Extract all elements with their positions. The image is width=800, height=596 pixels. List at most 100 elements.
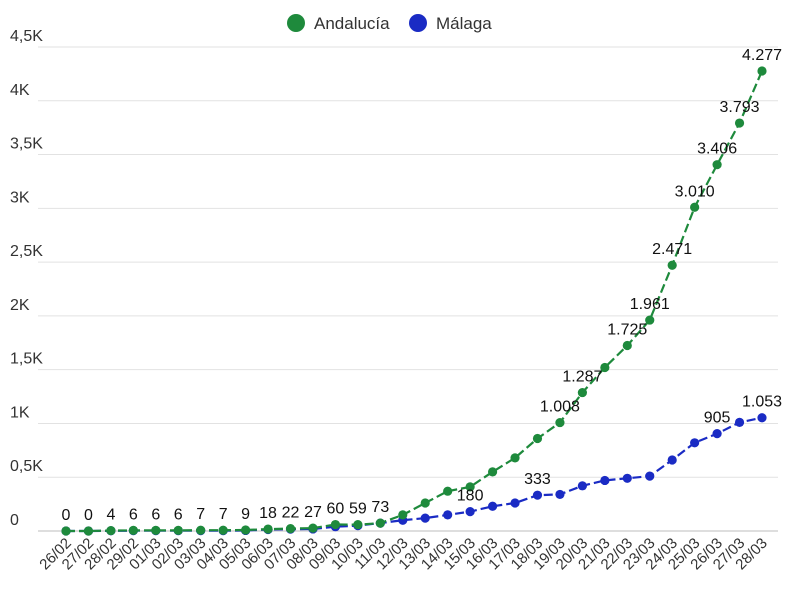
data-point [532, 490, 543, 500]
data-point [128, 525, 138, 535]
data-point [420, 498, 430, 508]
data-label: 7 [196, 506, 205, 523]
x-axis-tick-labels: 26/0227/0228/0229/0201/0302/0303/0304/03… [36, 535, 771, 574]
series-line [66, 416, 763, 533]
data-label: 3.406 [697, 141, 737, 158]
data-point [106, 525, 116, 536]
y-tick-label: 4,5K [10, 28, 43, 45]
y-tick-label: 2,5K [10, 243, 43, 260]
series-line [66, 70, 764, 533]
data-label: 6 [174, 506, 183, 523]
data-label: 3.010 [675, 183, 715, 200]
gridlines [38, 46, 778, 532]
y-tick-label: 2K [10, 297, 30, 314]
series-1 [61, 413, 767, 536]
y-tick-label: 0 [10, 512, 19, 529]
data-label: 6 [151, 506, 160, 523]
data-label: 4 [106, 507, 115, 524]
data-label: 18 [259, 505, 277, 522]
data-point [218, 525, 228, 535]
data-label: 333 [524, 471, 551, 488]
data-label: 180 [457, 488, 484, 505]
data-label: 7 [219, 506, 228, 523]
data-point [263, 524, 273, 534]
data-label: 905 [704, 410, 731, 427]
data-point [330, 519, 341, 530]
legend-marker [287, 14, 305, 32]
data-point [712, 429, 722, 439]
data-point [690, 438, 700, 448]
data-point [757, 66, 767, 76]
data-point [487, 467, 498, 477]
data-point [645, 315, 655, 325]
data-label: 27 [304, 504, 322, 521]
data-point [420, 513, 430, 523]
data-label: 1.287 [562, 369, 602, 386]
data-label: 9 [241, 506, 250, 523]
series-lines [61, 66, 767, 536]
data-point [173, 525, 183, 535]
data-label: 0 [62, 507, 71, 524]
data-label: 1.725 [607, 321, 647, 338]
data-point [667, 260, 677, 270]
data-point [285, 524, 296, 534]
data-point [83, 526, 94, 536]
y-axis-tick-labels: 0 0,5K 1K 1,5K 2K 2,5K 3K 3,5K 4K 4,5K [10, 28, 43, 529]
data-point [61, 526, 71, 536]
data-point [241, 525, 251, 535]
data-point [151, 525, 161, 535]
y-tick-label: 3,5K [10, 136, 43, 153]
data-point [690, 202, 700, 212]
data-point [443, 486, 453, 496]
data-point [600, 475, 610, 486]
data-point [510, 453, 520, 463]
data-label: 59 [349, 501, 367, 518]
data-label: 0 [84, 507, 93, 524]
data-label: 2.471 [652, 241, 692, 258]
legend-label: Málaga [436, 14, 492, 33]
series-0 [61, 66, 767, 536]
data-point [353, 520, 363, 530]
data-point [487, 501, 498, 511]
data-label: 73 [371, 499, 389, 516]
data-label: 1.008 [540, 399, 580, 416]
legend-item: Málaga [409, 14, 492, 33]
data-point [398, 510, 408, 520]
data-point [196, 525, 206, 535]
data-point [667, 455, 677, 465]
legend: Andalucía Málaga [287, 14, 492, 33]
y-tick-label: 1K [10, 404, 30, 421]
data-point [375, 518, 385, 528]
data-point [577, 387, 587, 398]
data-point [555, 489, 565, 500]
data-point [734, 118, 745, 128]
legend-item: Andalucía [287, 14, 390, 33]
data-point [555, 417, 565, 428]
legend-label: Andalucía [314, 14, 390, 33]
data-point [510, 498, 520, 508]
data-label: 60 [327, 501, 345, 518]
data-point [600, 362, 610, 373]
data-point [712, 160, 722, 170]
data-label: 3.793 [720, 99, 760, 116]
legend-marker [409, 14, 427, 32]
data-point [443, 510, 453, 520]
data-point [308, 523, 318, 533]
data-point [734, 417, 745, 427]
data-point [645, 471, 655, 481]
y-tick-label: 0,5K [10, 458, 43, 475]
y-tick-label: 4K [10, 82, 30, 99]
data-label: 22 [282, 505, 300, 522]
data-point [577, 481, 587, 491]
y-tick-label: 3K [10, 189, 30, 206]
data-point [622, 340, 632, 351]
data-label: 4.277 [742, 47, 782, 64]
data-point [757, 413, 767, 423]
data-point [465, 507, 475, 517]
y-tick-label: 1,5K [10, 351, 43, 368]
data-label: 1.961 [630, 296, 670, 313]
data-label: 6 [129, 506, 138, 523]
data-point [532, 433, 543, 444]
data-labels: 0 0 4 6 6 6 7 7 9 18 22 27 60 59 731.0081.2871.7251.96… [62, 47, 783, 524]
data-point [465, 482, 475, 492]
